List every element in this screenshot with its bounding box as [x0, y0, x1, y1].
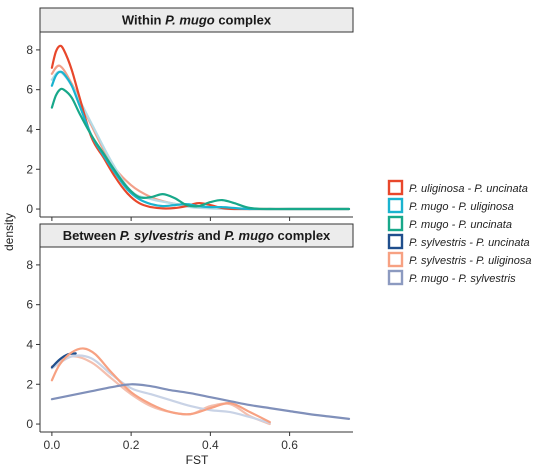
y-tick-label: 8 — [26, 43, 33, 57]
density-curve — [50, 44, 351, 211]
density-curve — [50, 64, 252, 211]
legend-key — [387, 197, 404, 214]
density-curve — [50, 87, 351, 211]
strip-background — [39, 223, 354, 248]
legend-key — [387, 233, 404, 250]
density-curve — [50, 383, 351, 420]
strip-background — [39, 7, 354, 33]
y-tick-label: 6 — [26, 298, 33, 312]
density-curve — [50, 70, 351, 211]
legend-key — [387, 179, 404, 196]
y-tick-label: 8 — [26, 258, 33, 272]
x-tick-label: 0.0 — [44, 438, 61, 452]
legend: P. uliginosa - P. uncinata P. mugo - P. u… — [387, 179, 531, 286]
y-tick-label: 0 — [26, 417, 33, 431]
legend-label: P. sylvestris - P. uliginosa — [409, 255, 531, 267]
legend-label: P. mugo - P. uliginosa — [409, 201, 514, 213]
strip-label: Within P. mugo complex — [122, 13, 272, 28]
panel-between-sylvestris-mugo: Between P. sylvestris and P. mugo comple… — [26, 223, 354, 452]
legend-label: P. uliginosa - P. uncinata — [409, 183, 528, 195]
y-tick-label: 0 — [26, 202, 33, 216]
strip-label: Between P. sylvestris and P. mugo comple… — [63, 228, 331, 243]
y-tick-label: 2 — [26, 162, 33, 176]
x-tick-label: 0.4 — [202, 438, 219, 452]
y-tick-label: 4 — [26, 122, 33, 136]
density-curve — [50, 352, 77, 369]
density-curve — [50, 354, 271, 425]
density-curve — [50, 347, 271, 424]
y-tick-label: 2 — [26, 377, 33, 391]
legend-key — [387, 215, 404, 232]
panel-within-mugo: Within P. mugo complex 0 2 4 6 8 — [26, 7, 354, 221]
legend-label: P. mugo - P. sylvestris — [409, 273, 516, 285]
y-tick-label: 4 — [26, 337, 33, 351]
density-curve — [50, 70, 252, 211]
y-tick-label: 6 — [26, 83, 33, 97]
x-tick-label: 0.6 — [281, 438, 298, 452]
x-axis-title: FST — [186, 453, 209, 467]
legend-key — [387, 251, 404, 268]
legend-label: P. mugo - P. uncinata — [409, 219, 512, 231]
legend-label: P. sylvestris - P. uncinata — [409, 237, 530, 249]
y-axis-title: density — [2, 213, 16, 251]
x-tick-label: 0.2 — [123, 438, 140, 452]
legend-key — [387, 269, 404, 286]
